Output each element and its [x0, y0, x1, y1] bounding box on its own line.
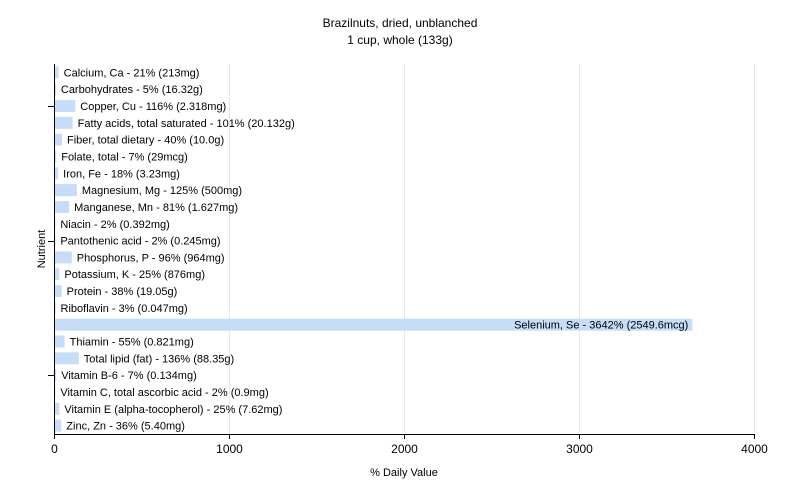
bar: [55, 66, 59, 79]
bar-label: Potassium, K - 25% (876mg): [64, 269, 205, 281]
x-tick-label: 0: [51, 442, 58, 456]
bar: [55, 352, 79, 365]
bar-label: Riboflavin - 3% (0.047mg): [61, 303, 188, 315]
bar-label: Copper, Cu - 116% (2.318mg): [80, 101, 226, 113]
x-tick-label: 3000: [566, 442, 593, 456]
bar: [55, 318, 693, 331]
bar-label: Vitamin C, total ascorbic acid - 2% (0.9…: [60, 387, 268, 399]
bars: Calcium, Ca - 21% (213mg) Carbohydrates -…: [55, 66, 693, 433]
bar-label: Fatty acids, total saturated - 101% (20.…: [78, 118, 295, 130]
chart-subtitle: 1 cup, whole (133g): [347, 33, 452, 47]
axes: 0 1000 2000 3000 4000: [48, 64, 768, 456]
y-axis-label: Nutrient: [36, 230, 48, 269]
bar-label: Fiber, total dietary - 40% (10.0g): [67, 135, 224, 147]
bar-label: Thiamin - 55% (0.821mg): [70, 337, 194, 349]
x-tick-label: 2000: [391, 442, 418, 456]
bar-label: Total lipid (fat) - 136% (88.35g): [84, 353, 234, 365]
bar: [55, 301, 56, 314]
bar: [55, 150, 57, 163]
bar-label: Pantothenic acid - 2% (0.245mg): [60, 236, 220, 248]
x-tick-label: 4000: [741, 442, 768, 456]
bar: [55, 184, 77, 197]
bar: [55, 369, 57, 382]
bar-label: Vitamin B-6 - 7% (0.134mg): [61, 370, 197, 382]
bar: [55, 335, 65, 348]
bar-label: Phosphorus, P - 96% (964mg): [77, 252, 225, 264]
bar-label: Magnesium, Mg - 125% (500mg): [82, 185, 242, 197]
bar-label: Manganese, Mn - 81% (1.627mg): [74, 202, 238, 214]
bar-label: Vitamin E (alpha-tocopherol) - 25% (7.62…: [64, 404, 282, 416]
bar-label: Calcium, Ca - 21% (213mg): [64, 67, 200, 79]
grid-lines: [229, 64, 755, 434]
bar: [55, 251, 72, 264]
bar: [55, 402, 60, 415]
bar: [55, 167, 59, 180]
bar-label: Zinc, Zn - 36% (5.40mg): [66, 421, 185, 433]
bar: [55, 133, 62, 146]
bar: [55, 83, 56, 96]
bar: [55, 285, 62, 298]
bar-label: Iron, Fe - 18% (3.23mg): [63, 168, 180, 180]
x-tick-label: 1000: [216, 442, 243, 456]
bar: [55, 116, 73, 129]
bar-label: Protein - 38% (19.05g): [67, 286, 178, 298]
bar-label: Niacin - 2% (0.392mg): [60, 219, 169, 231]
bar-label: Carbohydrates - 5% (16.32g): [61, 84, 203, 96]
chart-title: Brazilnuts, dried, unblanched: [323, 16, 478, 30]
x-axis-label: % Daily Value: [370, 467, 438, 479]
bar: [55, 200, 70, 213]
bar: [55, 419, 62, 432]
bar: [55, 100, 76, 113]
bar-label: Selenium, Se - 3642% (2549.6mcg): [514, 320, 688, 332]
bar-label: Folate, total - 7% (29mcg): [61, 152, 188, 164]
bar: [55, 268, 60, 281]
